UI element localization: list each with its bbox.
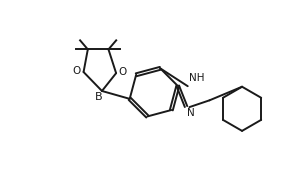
Text: O: O: [119, 67, 127, 77]
Text: NH: NH: [189, 73, 205, 83]
Text: B: B: [95, 92, 103, 102]
Text: N: N: [187, 108, 194, 118]
Text: O: O: [73, 66, 81, 76]
